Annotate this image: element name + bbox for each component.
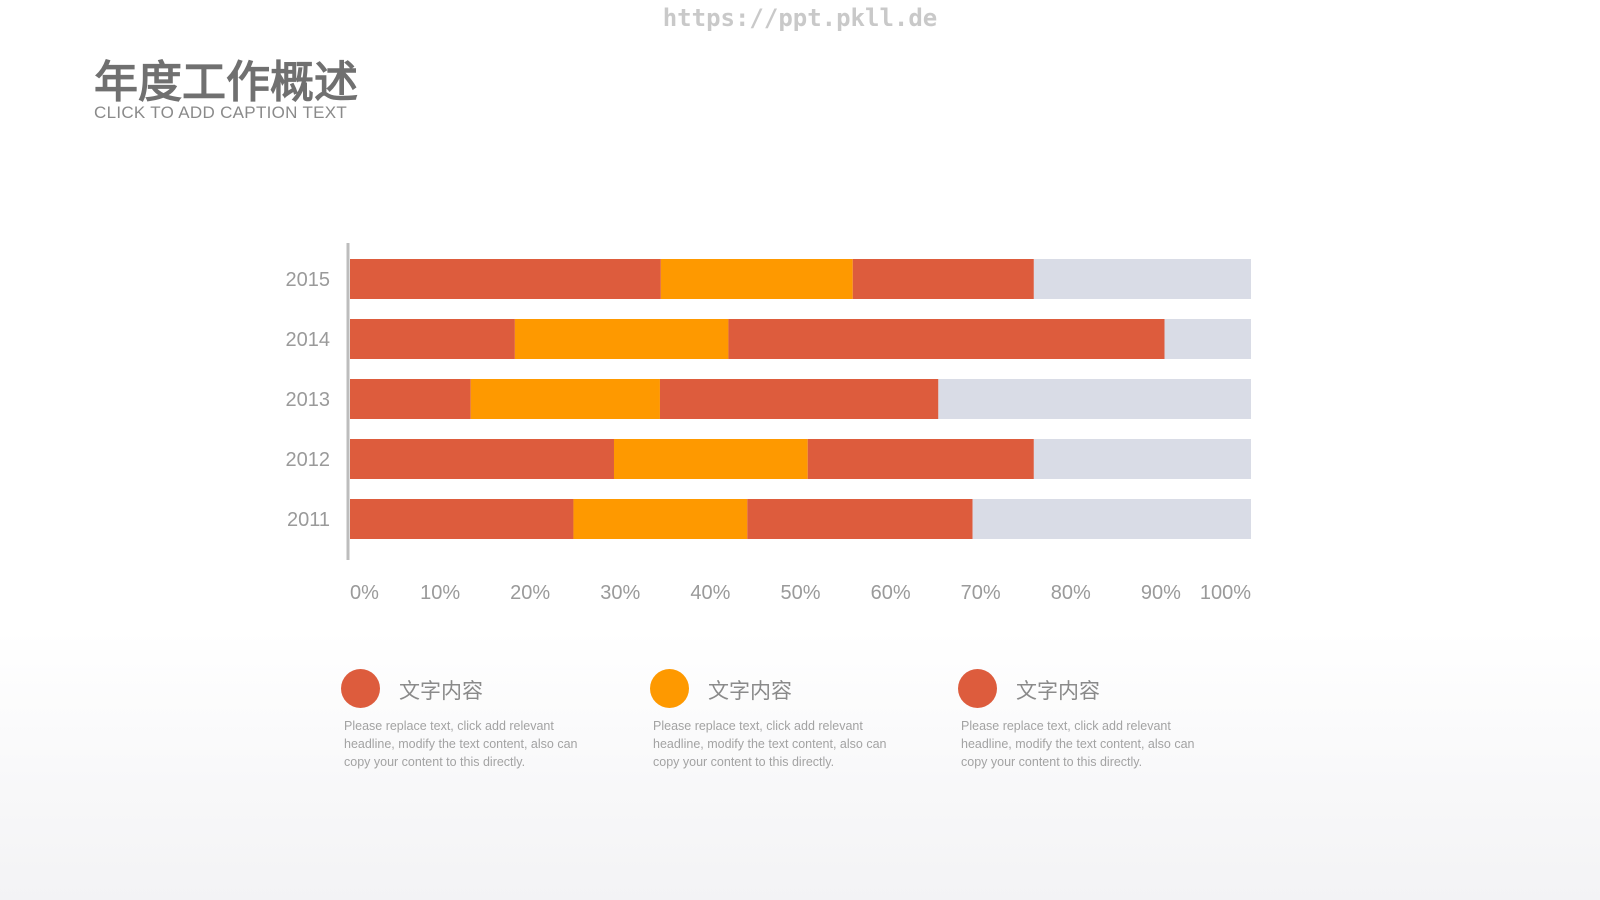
x-tick-label: 10% [420,582,460,604]
y-tick-label: 2012 [286,449,331,471]
x-tick-label: 30% [600,582,640,604]
bar-2014-segment-2 [514,319,729,359]
bar-2014-segment-4 [1164,319,1251,359]
bar-2013-segment-2 [470,379,660,419]
bar-2014-segment-1 [350,319,515,359]
y-tick-label: 2014 [286,329,331,351]
bar-2011-segment-1 [350,499,574,539]
legend-description: Please replace text, click add relevant … [344,719,578,769]
bar-2013-segment-4 [938,379,1251,419]
bar-2011-segment-4 [972,499,1251,539]
legend-title: 文字内容 [1016,679,1100,703]
bar-2015-segment-3 [852,259,1034,299]
legend-title: 文字内容 [708,679,792,703]
legend-dot-red-icon [341,669,380,708]
bar-2015-segment-2 [660,259,853,299]
y-tick-label: 2015 [286,269,331,291]
bar-2012-segment-4 [1033,439,1251,479]
page-subtitle: CLICK TO ADD CAPTION TEXT [94,103,348,122]
y-tick-label: 2013 [286,389,331,411]
bar-2012-segment-2 [613,439,808,479]
legend-description: Please replace text, click add relevant … [653,719,887,769]
legend-title: 文字内容 [399,679,483,703]
x-tick-label: 80% [1051,582,1091,604]
x-tick-label: 60% [871,582,911,604]
x-tick-label: 20% [510,582,550,604]
bar-2011-segment-2 [573,499,748,539]
x-tick-label: 90% [1141,582,1181,604]
legend-description: Please replace text, click add relevant … [961,719,1195,769]
bar-2015-segment-1 [350,259,661,299]
bar-2015-segment-4 [1033,259,1251,299]
page-title: 年度工作概述 [94,57,358,108]
bar-2011-segment-3 [747,499,973,539]
x-tick-label: 0% [350,582,379,604]
x-tick-label: 70% [961,582,1001,604]
bar-2012-segment-1 [350,439,614,479]
x-tick-label: 50% [780,582,820,604]
bar-2013-segment-1 [350,379,471,419]
y-tick-label: 2011 [287,509,330,531]
bar-2014-segment-3 [728,319,1165,359]
x-tick-label: 100% [1200,582,1251,604]
bar-2013-segment-3 [659,379,939,419]
x-tick-label: 40% [690,582,730,604]
legend-dot-orange-icon [650,669,689,708]
legend-dot-red-icon [958,669,997,708]
watermark-url: https://ppt.pkll.de [662,4,938,32]
bar-2012-segment-3 [807,439,1034,479]
